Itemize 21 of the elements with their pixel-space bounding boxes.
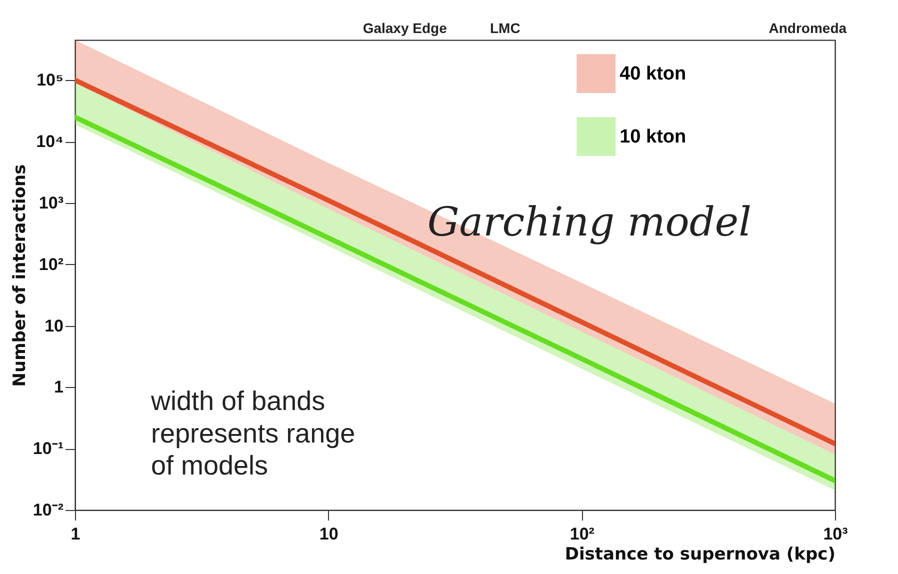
x-tick-label: 1 (70, 524, 80, 544)
y-tick-label: 10² (38, 254, 64, 274)
x-tick-label: 10² (570, 524, 595, 544)
y-tick-label: 10³ (38, 193, 64, 212)
legend-label: 40 kton (620, 64, 686, 85)
y-axis-title: Number of interactions (10, 164, 30, 387)
text: Galaxy Edge (362, 20, 448, 36)
x-axis-title: Distance to supernova (kpc) (564, 544, 836, 564)
x-tick-label: 10³ (823, 524, 848, 544)
x-tick-label: 10 (319, 524, 338, 544)
y-tick-label: 10⁻² (32, 500, 64, 520)
text: LMC (490, 20, 520, 36)
annotation: Garching model (427, 199, 752, 246)
annotation: width of bands represents range of models (150, 386, 356, 481)
y-tick-label: 10⁻¹ (32, 439, 64, 458)
y-tick-label: 1 (54, 378, 64, 397)
y-tick-label: 10 (44, 316, 64, 336)
text: Andromeda (768, 20, 847, 36)
legend-label: 10 kton (620, 126, 686, 148)
y-tick-label: 10⁵ (36, 70, 64, 90)
y-tick-label: 10⁴ (36, 132, 64, 152)
